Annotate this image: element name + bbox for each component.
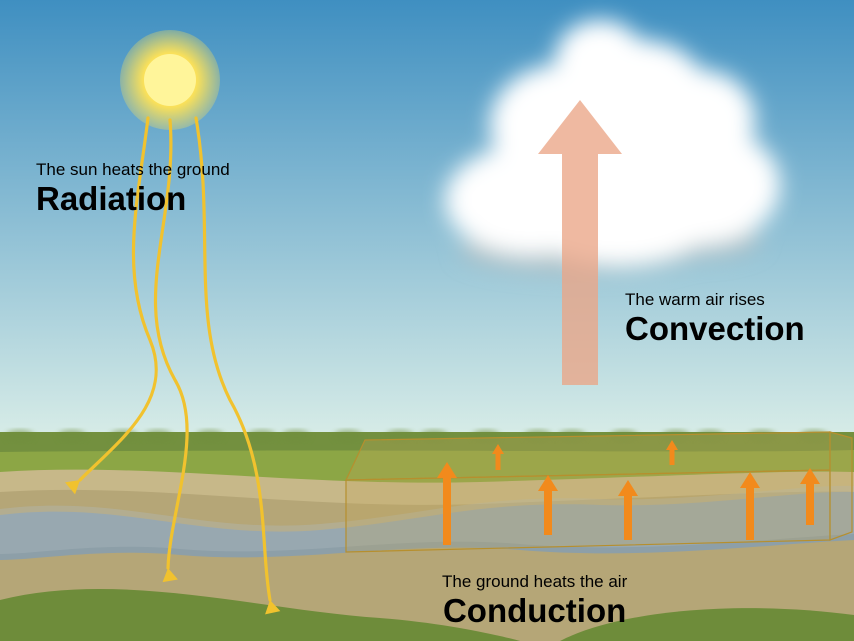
conduction-subtitle: The ground heats the air: [442, 572, 627, 592]
heated-air-box: [346, 432, 852, 552]
radiation-label: The sun heats the ground Radiation: [36, 160, 230, 218]
conduction-title: Conduction: [442, 592, 627, 630]
radiation-subtitle: The sun heats the ground: [36, 160, 230, 180]
convection-label: The warm air rises Convection: [625, 290, 805, 348]
conduction-label: The ground heats the air Conduction: [442, 572, 627, 630]
radiation-title: Radiation: [36, 180, 230, 218]
sun: [120, 30, 220, 130]
convection-title: Convection: [625, 310, 805, 348]
convection-subtitle: The warm air rises: [625, 290, 805, 310]
